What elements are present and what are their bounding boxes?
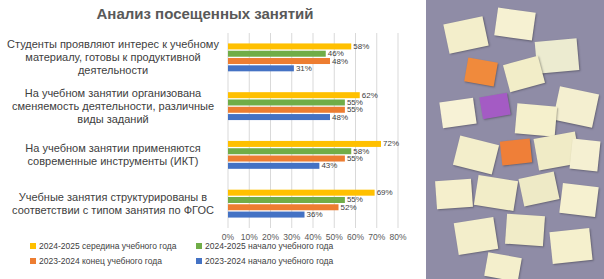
- tick-label: 80%: [389, 232, 406, 242]
- grid-line: [376, 33, 377, 228]
- data-label: 72%: [383, 139, 399, 148]
- sticky-note: [494, 7, 536, 40]
- photo: [426, 0, 604, 279]
- sticky-note: [464, 58, 498, 87]
- sticky-note: [515, 103, 557, 136]
- sticky-note: [505, 214, 545, 247]
- data-label: 52%: [341, 203, 357, 212]
- sticky-note: [443, 16, 488, 54]
- bar: [228, 212, 305, 218]
- legend-label: 2024-2025 начало учебного года: [205, 241, 334, 251]
- data-label: 58%: [353, 42, 369, 51]
- data-label: 69%: [377, 188, 393, 197]
- data-label: 55%: [347, 154, 363, 163]
- bar: [228, 107, 345, 113]
- legend-swatch: [196, 243, 202, 249]
- legend-swatch: [196, 258, 202, 264]
- sticky-note: [503, 56, 545, 92]
- sticky-note: [439, 98, 476, 128]
- category-label: Учебные занятия структурированы в соотве…: [4, 179, 222, 228]
- bar: [228, 92, 360, 98]
- category-label: Студенты проявляют интерес к учебному ма…: [4, 33, 222, 82]
- data-label: 55%: [347, 105, 363, 114]
- bar: [228, 114, 330, 120]
- bar: [228, 163, 319, 169]
- sticky-note: [570, 139, 601, 172]
- sticky-note: [474, 175, 518, 211]
- bar: [228, 58, 330, 64]
- data-label: 43%: [321, 161, 337, 170]
- page: Анализ посещенных занятий0%10%20%30%40%5…: [0, 0, 604, 279]
- sticky-note: [559, 183, 598, 217]
- sticky-note: [453, 136, 499, 175]
- data-label: 48%: [332, 57, 348, 66]
- sticky-note: [454, 217, 499, 255]
- grid-line: [398, 33, 399, 228]
- sticky-note: [500, 138, 532, 165]
- bar: [228, 99, 345, 105]
- sticky-note: [549, 228, 592, 264]
- tick-label: 70%: [368, 232, 385, 242]
- sticky-note: [479, 93, 510, 120]
- grid: [228, 33, 398, 228]
- sticky-note: [484, 252, 522, 279]
- legend-swatch: [30, 258, 36, 264]
- bar: [228, 51, 326, 57]
- legend-label: 2023-2024 начало учебного года: [205, 256, 334, 266]
- sticky-note: [518, 172, 559, 207]
- bar: [228, 148, 351, 154]
- legend-swatch: [30, 243, 36, 249]
- sticky-note: [435, 179, 473, 209]
- tick-label: 60%: [347, 232, 364, 242]
- sticky-note: [553, 86, 599, 128]
- data-label: 36%: [307, 210, 323, 219]
- legend-label: 2023-2024 конец учебного года: [39, 256, 162, 266]
- data-labels: 58%46%48%31%62%55%55%48%72%58%55%43%69%5…: [296, 42, 399, 219]
- data-label: 48%: [332, 113, 348, 122]
- title: Анализ посещенных занятий: [97, 5, 314, 22]
- legend: 2024-2025 середина учебного года 2024-202…: [30, 241, 334, 266]
- bar: [228, 65, 294, 71]
- data-label: 62%: [362, 91, 378, 100]
- data-label: 31%: [296, 64, 312, 73]
- category-label: На учебном занятии применяются современн…: [4, 131, 222, 180]
- category-label: На учебном занятии организована сменяемо…: [4, 82, 222, 131]
- legend-label: 2024-2025 середина учебного года: [39, 241, 177, 251]
- bars: [228, 43, 381, 217]
- bar: [228, 197, 345, 203]
